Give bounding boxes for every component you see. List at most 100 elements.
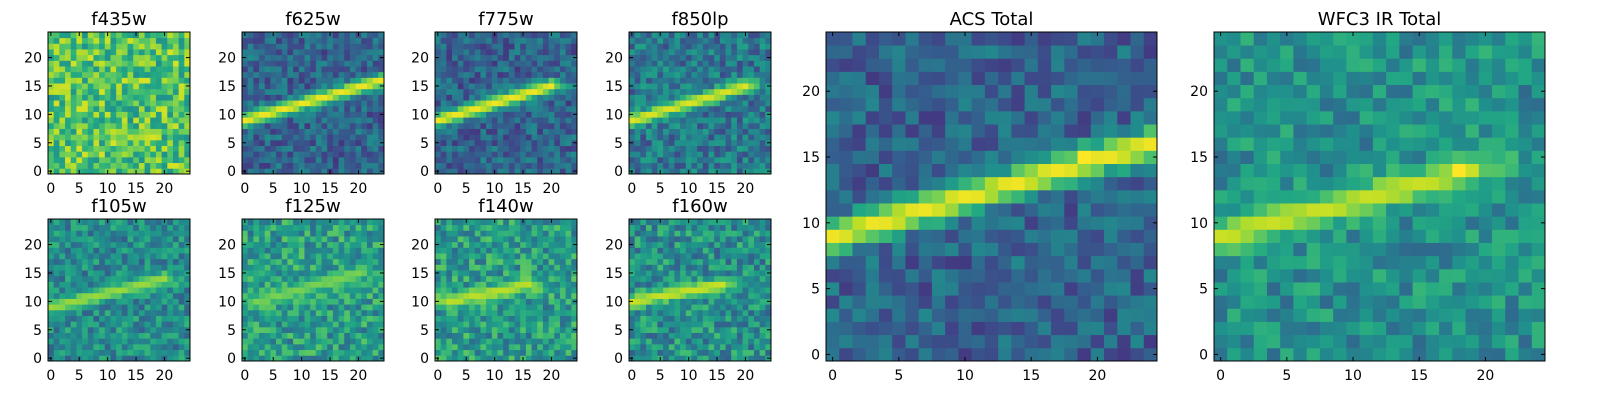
heatmap-cell — [765, 162, 772, 169]
heatmap-cell — [559, 338, 567, 345]
heatmap-cell — [276, 139, 283, 146]
heatmap-cell — [264, 32, 271, 39]
heatmap-cell — [321, 94, 328, 101]
heatmap-cell — [116, 145, 123, 152]
heatmap-cell — [59, 321, 66, 328]
heatmap-cell — [270, 343, 277, 351]
heatmap-cell — [725, 77, 732, 84]
heatmap-cell — [457, 321, 464, 328]
heatmap-cell — [714, 304, 721, 311]
heatmap-cell — [736, 43, 743, 50]
heatmap-cell — [70, 71, 77, 78]
heatmap-cell — [657, 94, 664, 101]
heatmap-cell — [629, 332, 636, 339]
heatmap-cell — [116, 43, 123, 50]
heatmap-cell — [172, 32, 180, 39]
heatmap-cell — [281, 49, 288, 56]
heatmap-cell — [565, 298, 572, 305]
heatmap-cell — [736, 292, 743, 299]
heatmap-cell — [281, 117, 288, 124]
heatmap-cell — [247, 83, 254, 90]
heatmap-cell — [725, 309, 732, 316]
heatmap-cell — [702, 332, 709, 339]
heatmap-cell — [457, 117, 464, 124]
heatmap-cell — [293, 275, 300, 282]
heatmap-cell — [514, 332, 521, 339]
heatmap-cell — [691, 304, 698, 311]
heatmap-cell — [491, 49, 498, 56]
y-tick-label: 0 — [33, 164, 42, 180]
heatmap-cell — [361, 134, 368, 141]
heatmap-cell — [491, 258, 498, 265]
heatmap-cell — [110, 287, 117, 294]
heatmap-cell — [708, 49, 715, 56]
heatmap-cell — [338, 349, 345, 356]
heatmap-cell — [742, 298, 749, 305]
heatmap-cell — [565, 32, 572, 39]
heatmap-cell — [446, 338, 453, 345]
heatmap-cell — [719, 343, 726, 351]
heatmap-cell — [680, 156, 687, 164]
heatmap-cell — [548, 264, 555, 271]
heatmap-cell — [99, 321, 106, 328]
heatmap-cell — [651, 343, 658, 351]
heatmap-cell — [281, 270, 288, 277]
heatmap-cell — [281, 111, 288, 118]
heatmap-cell — [338, 100, 345, 107]
heatmap-cell — [59, 128, 66, 135]
heatmap-cell — [372, 156, 379, 164]
heatmap-cell — [281, 230, 288, 237]
heatmap-cell — [150, 32, 157, 39]
heatmap-cell — [559, 332, 567, 339]
heatmap-cell — [76, 241, 83, 248]
heatmap-cell — [172, 156, 180, 164]
heatmap-cell — [634, 349, 641, 356]
heatmap-cell — [640, 326, 647, 333]
heatmap-cell — [446, 298, 453, 305]
heatmap-cell — [748, 37, 755, 44]
heatmap-cell — [178, 151, 185, 158]
heatmap-cell — [537, 349, 544, 356]
heatmap-cell — [435, 37, 442, 44]
heatmap-cell — [697, 151, 704, 158]
heatmap-cell — [548, 270, 555, 277]
heatmap-cell — [344, 338, 351, 345]
heatmap-cell — [503, 145, 510, 152]
heatmap-cell — [463, 83, 470, 90]
heatmap-cell — [497, 241, 504, 248]
heatmap-cell — [503, 326, 510, 333]
heatmap-cell — [463, 105, 470, 112]
heatmap-cell — [657, 292, 664, 299]
heatmap-cell — [172, 258, 180, 265]
heatmap-cell — [253, 287, 260, 294]
heatmap-cell — [155, 355, 162, 362]
heatmap-cell — [571, 49, 578, 56]
heatmap-cell — [150, 298, 157, 305]
heatmap-cell — [372, 321, 379, 328]
heatmap-cell — [702, 83, 709, 90]
heatmap-cell — [133, 77, 140, 84]
heatmap-cell — [321, 338, 328, 345]
heatmap-cell — [70, 156, 77, 164]
heatmap-cell — [565, 83, 572, 90]
heatmap-cell — [486, 139, 493, 146]
heatmap-cell — [646, 332, 653, 339]
heatmap-cell — [514, 281, 521, 288]
heatmap-cell — [742, 37, 749, 44]
heatmap-cell — [542, 66, 549, 73]
heatmap-cell — [133, 162, 140, 169]
heatmap-cell — [554, 88, 561, 95]
heatmap-cell — [736, 355, 743, 362]
heatmap-cell — [76, 298, 83, 305]
heatmap-cell — [321, 264, 328, 271]
heatmap-cell — [104, 236, 111, 243]
heatmap-cell — [304, 315, 311, 322]
heatmap-cell — [565, 270, 572, 277]
heatmap-cell — [59, 66, 66, 73]
heatmap-cell — [133, 321, 140, 328]
heatmap-cell — [150, 241, 157, 248]
heatmap-cell — [76, 292, 83, 299]
heatmap-cell — [172, 355, 180, 362]
heatmap-cell — [82, 298, 89, 305]
heatmap-cell — [537, 264, 544, 271]
